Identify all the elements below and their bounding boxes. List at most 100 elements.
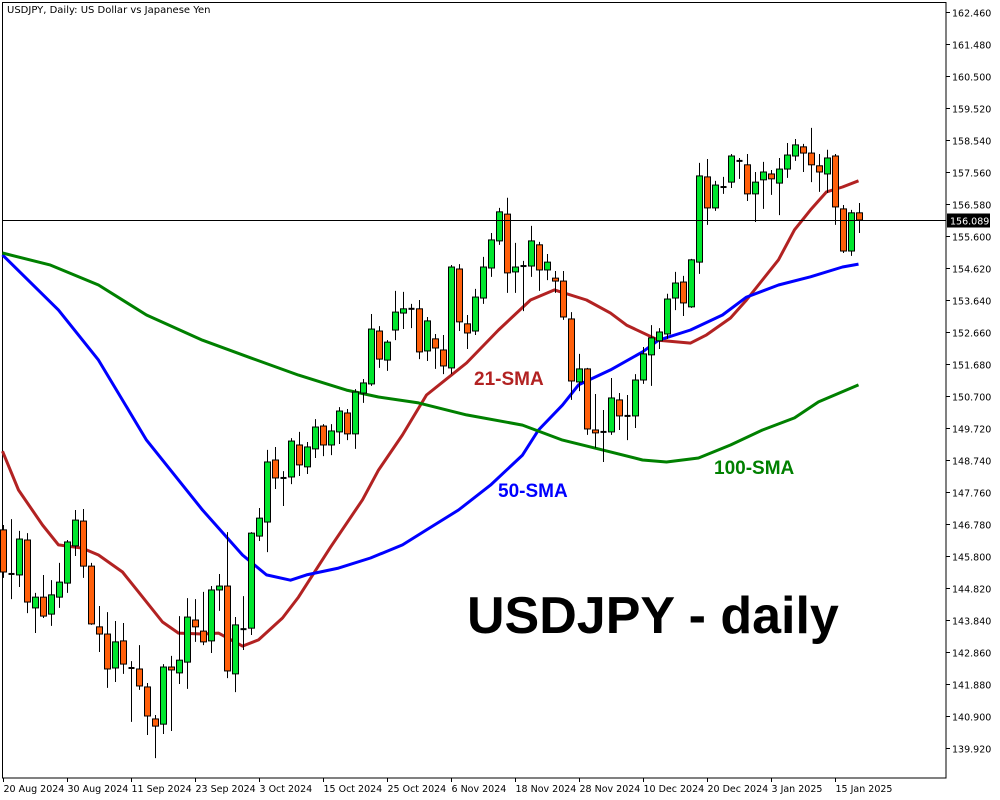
x-tick-label: 20 Aug 2024 <box>4 784 65 795</box>
candle <box>816 154 823 192</box>
candle-body-bear <box>0 529 7 573</box>
candle <box>496 207 503 245</box>
y-tick-label: 159.520 <box>952 105 991 116</box>
candle <box>568 312 575 400</box>
candle-body-bull <box>64 541 71 584</box>
sma100-label: 100-SMA <box>714 458 795 479</box>
x-tick-label: 25 Oct 2024 <box>388 784 447 795</box>
candle <box>264 449 271 553</box>
candle <box>336 407 343 444</box>
candle-body-bull <box>360 382 367 394</box>
candle-body-bull <box>448 266 455 369</box>
candle <box>200 591 207 646</box>
candle-body-bull <box>288 440 295 478</box>
y-tick-label: 142.860 <box>952 649 991 660</box>
x-tick-label: 15 Jan 2025 <box>836 784 893 795</box>
candle <box>728 154 735 188</box>
candle <box>224 532 231 679</box>
y-tick-label: 146.780 <box>952 521 991 532</box>
candle-body-bull <box>352 391 359 435</box>
candle-body-bull <box>392 311 399 331</box>
candle-body-bull <box>216 585 223 591</box>
candle <box>72 509 79 556</box>
candle-body-bear <box>768 173 775 180</box>
candle <box>296 431 303 476</box>
candle <box>792 139 799 161</box>
current-price-box <box>947 213 990 228</box>
candle-body-bull <box>160 666 167 725</box>
candle-body-bear <box>560 280 567 318</box>
100-sma-line <box>2 251 860 464</box>
candle <box>256 508 263 541</box>
candle <box>8 519 15 600</box>
candle <box>424 316 431 362</box>
candle <box>824 149 831 193</box>
candle-body-bull <box>688 259 695 308</box>
candle-body-bull <box>752 181 759 195</box>
y-tick-label: 144.820 <box>952 585 991 596</box>
candle <box>712 180 719 211</box>
candle-body-bull <box>48 594 55 615</box>
candle <box>80 508 87 578</box>
candle <box>632 374 639 428</box>
candle <box>240 596 247 651</box>
y-tick-label: 161.480 <box>952 41 991 52</box>
candle <box>360 379 367 403</box>
candle <box>832 154 839 225</box>
candle <box>800 143 807 172</box>
candle-body-bull <box>784 154 791 170</box>
candle <box>464 315 471 349</box>
candle-body-bear <box>568 318 575 382</box>
x-tick-label: 28 Nov 2024 <box>580 784 641 795</box>
candle-body-bull <box>16 538 23 576</box>
candle <box>456 264 463 332</box>
candle <box>480 256 487 304</box>
candle <box>304 442 311 475</box>
candle <box>840 204 847 253</box>
y-tick-label: 156.580 <box>952 201 991 212</box>
candle <box>344 409 351 441</box>
candle <box>856 203 863 234</box>
candle-body-bull <box>56 581 63 598</box>
candle-body-bull <box>848 212 855 252</box>
candle <box>704 158 711 225</box>
x-tick-label: 3 Jan 2025 <box>772 784 823 795</box>
candle-body-bear <box>432 338 439 349</box>
candle-body-bear <box>272 459 279 479</box>
candle-body-bull <box>248 532 255 629</box>
candle <box>272 446 279 490</box>
candle-body-bear <box>440 349 447 367</box>
candle-body-bear <box>224 585 231 672</box>
x-tick-label: 15 Oct 2024 <box>324 784 383 795</box>
candle-body-bear <box>464 323 471 334</box>
candle-body-bear <box>456 268 463 323</box>
candle-body-bull <box>232 624 239 675</box>
x-tick-label: 30 Aug 2024 <box>68 784 129 795</box>
candle <box>736 157 743 179</box>
candle <box>608 378 615 435</box>
candle-body-bull <box>32 596 39 609</box>
candle-body-bull <box>632 379 639 417</box>
candle-body-bull <box>328 430 335 446</box>
x-tick-label: 18 Nov 2024 <box>516 784 577 795</box>
candle-body-bear <box>856 212 863 221</box>
candle-body-bull <box>480 266 487 299</box>
candle-body-bear <box>296 444 303 466</box>
candle-body-bull <box>544 261 551 271</box>
sma50-label: 50-SMA <box>498 481 568 502</box>
candle <box>656 328 663 349</box>
candle-body-bull <box>304 446 311 468</box>
candle-body-bull <box>664 298 671 335</box>
candle <box>136 645 143 690</box>
candle <box>488 233 495 277</box>
candle <box>616 393 623 430</box>
candle-body-bull <box>512 266 519 273</box>
candle <box>400 291 407 330</box>
candle-body-bear <box>704 176 711 209</box>
candle-body-bull <box>384 341 391 361</box>
candle <box>600 410 607 462</box>
21-sma-line <box>1 179 860 648</box>
candle <box>392 290 399 341</box>
y-tick-label: 143.840 <box>952 617 991 628</box>
candle-body-bull <box>312 426 319 450</box>
